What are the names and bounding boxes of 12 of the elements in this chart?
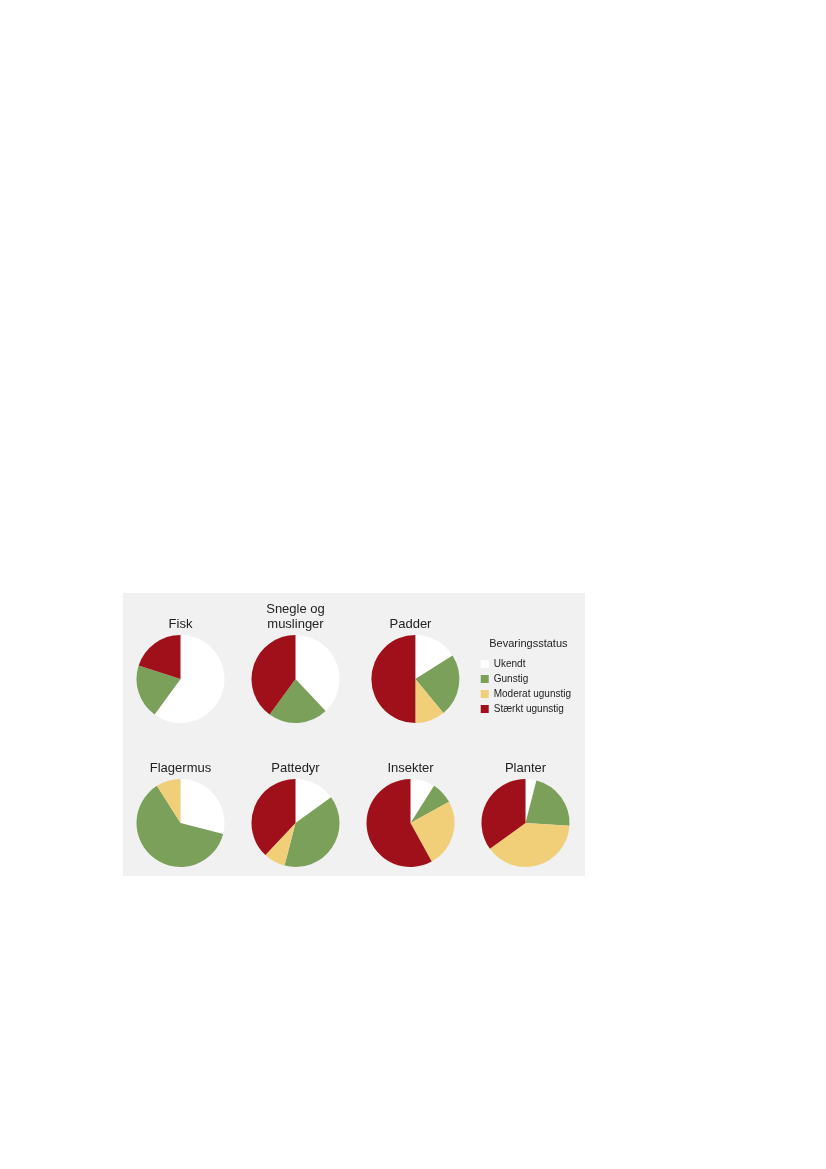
chart-title: Snegle og muslinger <box>265 601 326 631</box>
legend-title: Bevaringsstatus <box>489 637 568 650</box>
chart-title: Pattedyr <box>271 760 320 775</box>
chart-title: Insekter <box>387 760 434 775</box>
chart-title: Flagermus <box>149 760 212 775</box>
legend-label: Ukendt <box>493 657 526 669</box>
chart-title: Padder <box>389 616 432 631</box>
legend-label: Gunstig <box>493 672 529 684</box>
chart-title: Planter <box>504 760 547 775</box>
legend-label: Moderat ugunstig <box>493 687 572 699</box>
legend-label: Stærkt ugunstig <box>493 702 564 714</box>
chart-title: Fisk <box>168 616 193 631</box>
